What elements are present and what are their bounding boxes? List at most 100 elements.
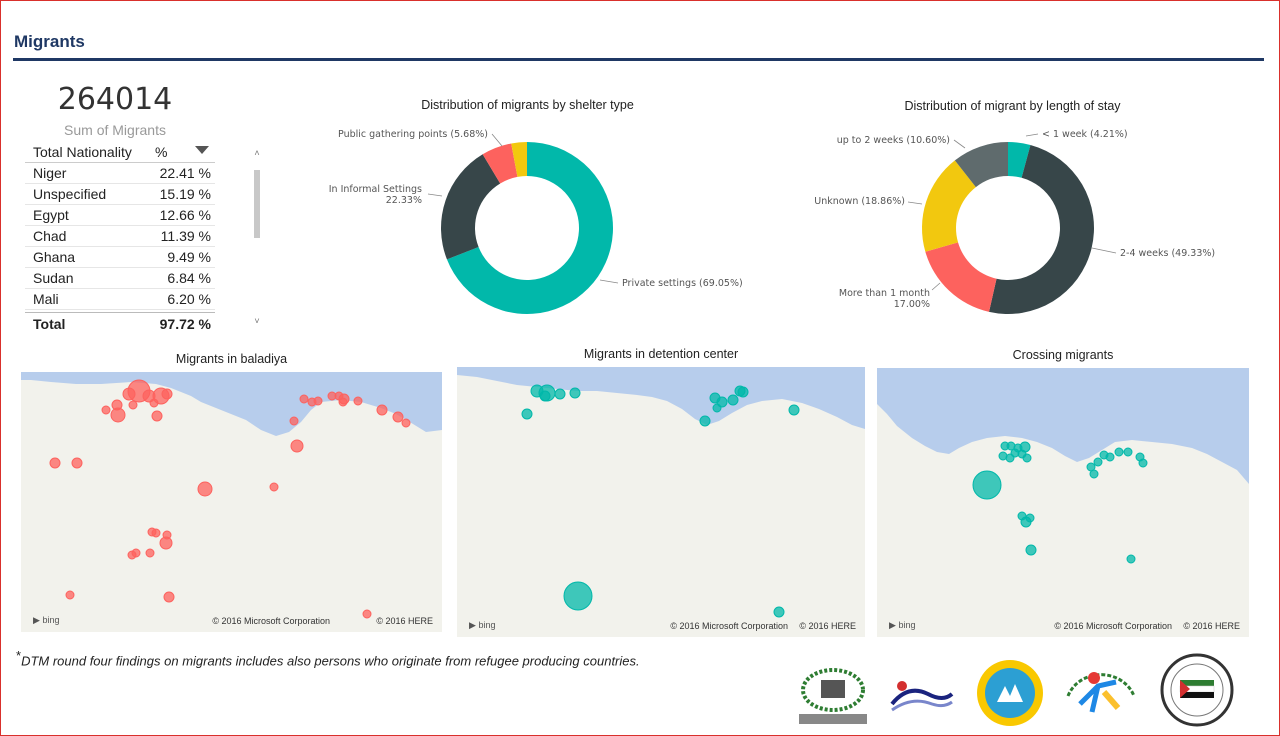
map-bubble[interactable] — [1025, 513, 1035, 523]
map-title-crossing: Crossing migrants — [1012, 348, 1114, 362]
sort-descending-icon[interactable] — [195, 146, 209, 154]
column-header-percent[interactable]: % — [155, 144, 168, 160]
map-bubble[interactable] — [1022, 453, 1032, 463]
donut-slice[interactable] — [482, 143, 518, 184]
table-row[interactable]: Ghana 9.49 % — [25, 247, 215, 268]
map-bubble[interactable] — [1093, 457, 1103, 467]
shelter-donut-chart: Private settings (69.05%) In Informal Set… — [329, 129, 743, 314]
donut-slice[interactable] — [989, 144, 1094, 314]
map-bubble[interactable] — [299, 394, 309, 404]
bing-label: bing — [898, 620, 916, 630]
map-bubble[interactable] — [145, 548, 155, 558]
slice-label: More than 1 month — [839, 288, 930, 299]
donut-slice[interactable] — [954, 142, 1008, 188]
map-bubble[interactable] — [128, 400, 138, 410]
donut-slice[interactable] — [441, 154, 501, 260]
table-row[interactable]: Chad 11.39 % — [25, 226, 215, 247]
map-bubble[interactable] — [151, 410, 163, 422]
map-bubble[interactable] — [65, 590, 75, 600]
table-scrollbar[interactable]: ˄ ˅ — [252, 148, 262, 326]
map-bubble[interactable] — [1005, 453, 1015, 463]
map-bubble[interactable] — [554, 388, 566, 400]
map-bubble[interactable] — [147, 527, 157, 537]
map-bubble[interactable] — [569, 387, 581, 399]
donut-slice[interactable] — [511, 142, 527, 177]
donut-slice[interactable] — [925, 242, 997, 312]
map-bubble[interactable] — [159, 536, 173, 550]
map-bubble[interactable] — [127, 550, 137, 560]
map-bubble[interactable] — [290, 439, 304, 453]
map-bubble[interactable] — [734, 385, 746, 397]
map-bubble[interactable] — [122, 387, 136, 401]
donut-slice[interactable] — [1008, 142, 1031, 178]
footnote-marker: * — [16, 648, 22, 663]
map-bubble[interactable] — [71, 457, 83, 469]
cell-percent: 6.20 % — [167, 291, 211, 307]
cell-percent: 6.84 % — [167, 270, 211, 286]
map-bubble[interactable] — [392, 411, 404, 423]
map-bubble[interactable] — [110, 407, 126, 423]
map-bubble[interactable] — [1025, 544, 1037, 556]
column-header-nationality[interactable]: Total Nationality — [33, 144, 132, 160]
table-row[interactable]: Niger 22.41 % — [25, 163, 215, 184]
table-row[interactable]: Sudan 6.84 % — [25, 268, 215, 289]
map-bubble[interactable] — [149, 398, 159, 408]
map-bubble[interactable] — [788, 404, 800, 416]
bing-icon: ▶ — [469, 620, 476, 630]
map-bubble[interactable] — [1123, 447, 1133, 457]
map-bubble[interactable] — [699, 415, 711, 427]
map-bubble[interactable] — [101, 405, 111, 415]
map-bubble[interactable] — [362, 609, 372, 619]
kpi-value: 264014 — [57, 82, 173, 117]
map-bubble[interactable] — [773, 606, 785, 618]
map-bubble[interactable] — [197, 481, 213, 497]
map-bubble[interactable] — [539, 390, 551, 402]
map-bubble[interactable] — [313, 396, 323, 406]
map-crossing-migrants[interactable]: ▶ bing © 2016 Microsoft Corporation © 20… — [877, 368, 1249, 637]
map-copyright-here: © 2016 HERE — [1183, 621, 1240, 631]
map-bubble[interactable] — [972, 470, 1002, 500]
map-bubble[interactable] — [563, 581, 593, 611]
map-bubble[interactable] — [1105, 452, 1115, 462]
footnote: *DTM round four findings on migrants inc… — [16, 648, 640, 668]
partner-logo-1 — [799, 668, 867, 724]
partner-logo-2 — [890, 681, 954, 712]
map-copyright-microsoft: © 2016 Microsoft Corporation — [1054, 621, 1172, 631]
slice-label-leader — [1025, 133, 1039, 137]
map-bubble[interactable] — [521, 408, 533, 420]
map-bubble[interactable] — [338, 397, 348, 407]
map-bubble[interactable] — [1126, 554, 1136, 564]
map-detention-center[interactable]: ▶ bing © 2016 Microsoft Corporation © 20… — [457, 367, 865, 637]
map-bubble[interactable] — [353, 396, 363, 406]
scroll-down-icon[interactable]: ˅ — [254, 316, 260, 326]
donut-slice[interactable] — [446, 142, 613, 314]
bing-icon: ▶ — [889, 620, 896, 630]
bing-icon: ▶ — [33, 615, 40, 625]
table-row[interactable]: Egypt 12.66 % — [25, 205, 215, 226]
map-bubble[interactable] — [1114, 447, 1124, 457]
slice-label: Public gathering points (5.68%) — [338, 129, 488, 140]
table-row[interactable]: Unspecified 15.19 % — [25, 184, 215, 205]
map-bubble[interactable] — [727, 394, 739, 406]
map-bubble[interactable] — [1138, 458, 1148, 468]
donut-slice[interactable] — [922, 160, 976, 252]
map-bubble[interactable] — [289, 416, 299, 426]
map-bubble[interactable] — [1089, 469, 1099, 479]
page-title: Migrants — [14, 32, 85, 51]
slice-label-leader — [1091, 247, 1117, 254]
scroll-thumb[interactable] — [254, 170, 260, 238]
map-bubble[interactable] — [269, 482, 279, 492]
scroll-up-icon[interactable]: ˄ — [254, 148, 260, 158]
bing-logo: ▶ bing — [33, 615, 59, 626]
map-bubble[interactable] — [401, 418, 411, 428]
map-bubble[interactable] — [163, 591, 175, 603]
map-baladiya[interactable]: ▶ bing © 2016 Microsoft Corporation © 20… — [21, 372, 442, 632]
map-bubble[interactable] — [376, 404, 388, 416]
map-bubble[interactable] — [49, 457, 61, 469]
partner-logo-4 — [1066, 672, 1136, 713]
map-bubble[interactable] — [161, 388, 173, 400]
table-row[interactable]: Mali 6.20 % — [25, 289, 215, 310]
map-bubble[interactable] — [712, 403, 722, 413]
slice-label-leader — [953, 139, 966, 149]
slice-value-label: 22.33% — [386, 195, 422, 206]
